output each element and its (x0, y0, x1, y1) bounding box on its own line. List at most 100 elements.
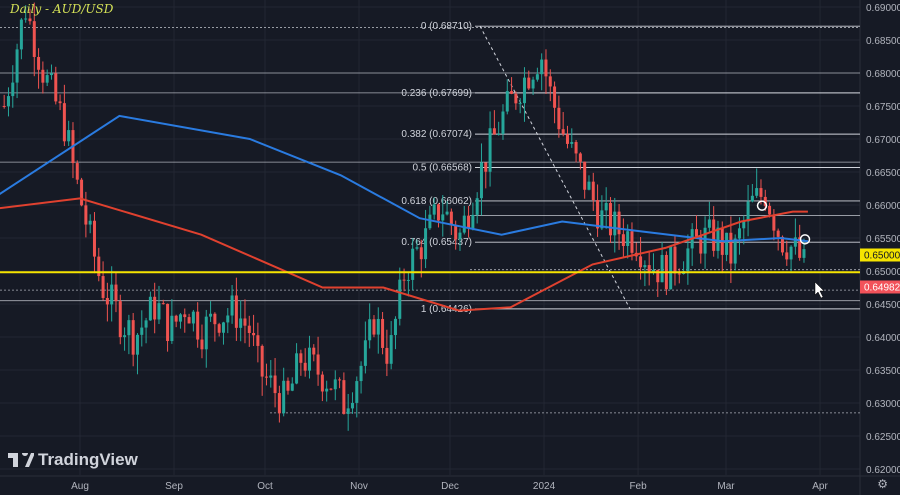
candle-body (411, 248, 415, 280)
candle-body (320, 374, 324, 392)
candle-body (639, 256, 643, 268)
x-tick-label: Mar (717, 481, 735, 492)
chart-title: Daily - AUD/USD (10, 2, 114, 16)
candle-body (84, 205, 88, 225)
candle-body (131, 320, 135, 355)
candle-body (329, 388, 333, 390)
candle-body (600, 210, 604, 229)
candle-body (424, 228, 428, 260)
candle-body (471, 214, 475, 229)
candle-body (299, 353, 303, 363)
candle-body (19, 19, 23, 50)
candle-body (75, 163, 79, 180)
candle-body (535, 74, 539, 80)
candle-body (742, 221, 746, 229)
candle-body (97, 256, 101, 277)
x-tick-label: Sep (165, 481, 183, 492)
candle-body (647, 265, 651, 273)
candle-body (45, 75, 49, 83)
candle-body (441, 214, 445, 221)
candle-body (518, 103, 522, 105)
candle-body (694, 229, 698, 237)
candle-body (15, 49, 19, 83)
candle-body (458, 232, 462, 240)
candle-body (234, 295, 238, 328)
y-tick-label: 0.68500 (866, 36, 900, 47)
candle-body (372, 319, 376, 335)
candle-body (574, 142, 578, 154)
y-tick-label: 0.67000 (866, 135, 900, 146)
mouse-cursor-icon (814, 281, 825, 299)
candle-body (226, 315, 230, 323)
candle-body (170, 315, 174, 342)
candle-body (621, 234, 625, 246)
candle-body (789, 246, 793, 260)
candle-body (247, 325, 251, 333)
candle-body (630, 231, 634, 253)
x-tick-label: Dec (441, 481, 459, 492)
price-label-bg (860, 280, 900, 294)
candle-body (707, 219, 711, 228)
candle-body (527, 77, 531, 89)
candle-body (32, 21, 36, 57)
candle-body (604, 203, 608, 211)
candle-body (114, 284, 118, 302)
candle-body (561, 129, 565, 135)
candle-body (449, 211, 453, 226)
candle-body (239, 318, 243, 328)
candle-body (230, 295, 234, 316)
tradingview-logo-text: TradingView (38, 450, 138, 469)
candle-body (101, 276, 105, 298)
candle-body (660, 254, 664, 283)
candle-body (733, 238, 737, 264)
candle-body (118, 301, 122, 338)
candle-body (746, 201, 750, 222)
candle-body (269, 375, 273, 378)
candle-body (243, 318, 247, 326)
y-tick-label: 0.69000 (866, 3, 900, 14)
candle-body (673, 246, 677, 274)
candle-body (510, 91, 514, 94)
candle-body (729, 232, 733, 264)
candle-body (479, 162, 483, 199)
candle-body (359, 365, 363, 382)
price-label-text: 0.64982 (864, 283, 900, 294)
y-tick-label: 0.64500 (866, 300, 900, 311)
candle-body (686, 248, 690, 272)
candle-body (355, 381, 359, 403)
candle-body (389, 335, 393, 364)
candle-body (157, 303, 161, 320)
candle-body (196, 311, 200, 340)
candle-body (419, 247, 423, 260)
candle-body (338, 379, 342, 381)
candle-body (123, 335, 127, 338)
candle-body (755, 188, 759, 196)
candle-body (325, 388, 329, 392)
candle-body (716, 227, 720, 251)
candle-body (363, 340, 367, 366)
candle-body (92, 220, 96, 257)
marker-circle (799, 234, 811, 245)
candle-body (217, 324, 221, 333)
y-tick-label: 0.67500 (866, 102, 900, 113)
candle-body (505, 91, 509, 112)
moving-average-blue (0, 114, 809, 243)
candle-body (316, 354, 320, 375)
candle-body (221, 322, 225, 333)
candle-body (587, 181, 591, 190)
candle-body (303, 362, 307, 371)
candle-body (596, 200, 600, 229)
candle-body (415, 247, 419, 249)
candle-body (798, 237, 802, 258)
candle-body (144, 320, 148, 328)
candle-body (282, 380, 286, 414)
fib-level-label: 0 (0.68710) (421, 21, 472, 32)
candle-body (58, 101, 62, 104)
candle-body (780, 236, 784, 253)
candle-body (772, 214, 776, 231)
candle-body (286, 380, 290, 391)
settings-gear-icon[interactable]: ⚙ (877, 477, 888, 491)
candle-body (290, 383, 294, 391)
candle-body (183, 314, 187, 318)
